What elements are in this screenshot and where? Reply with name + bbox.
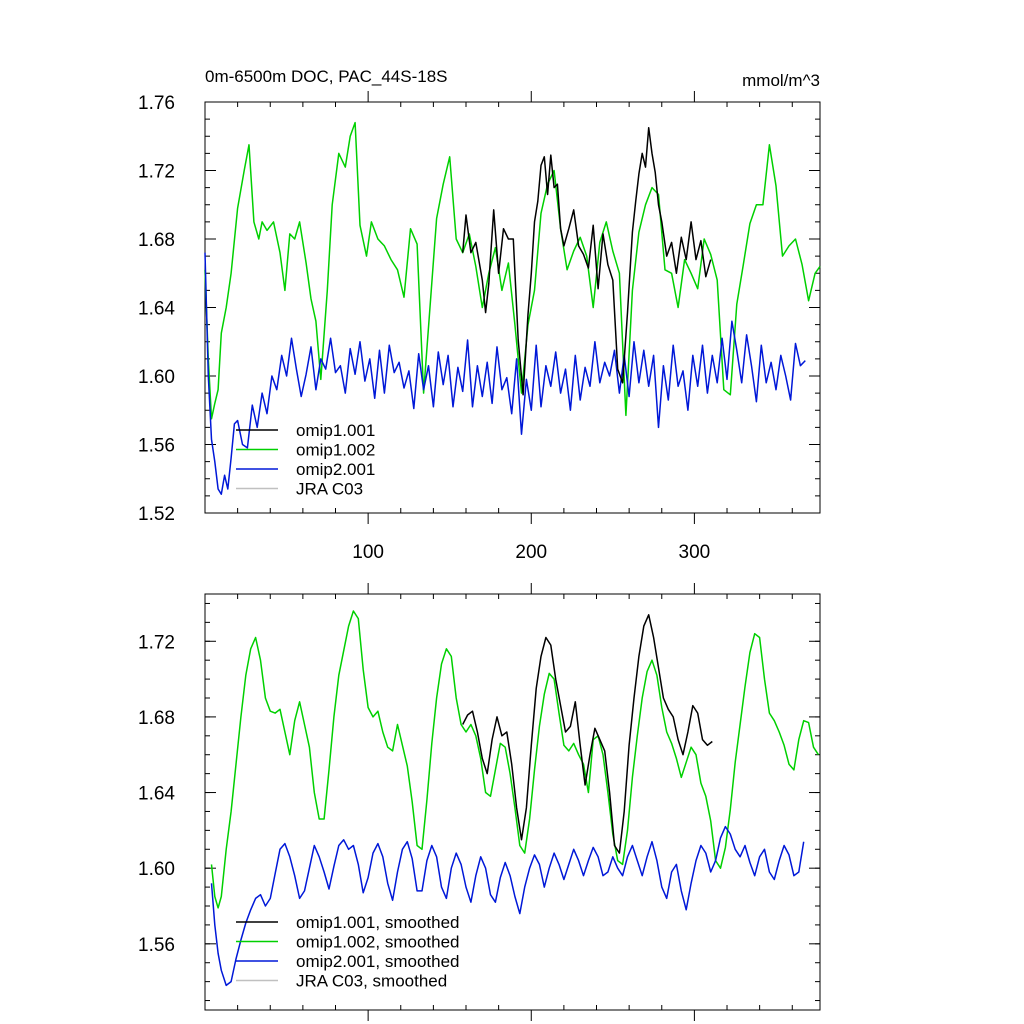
legend-label: omip1.002 [296,441,375,460]
x-tick-label: 300 [679,542,711,563]
legend-label: omip1.001 [296,421,375,440]
series-line-2 [204,252,806,495]
top-panel: 1.52 1.56 1.60 1.64 1.68 1.72 1.76 100 200 300 omi… [138,91,821,563]
legend-label: JRA C03, smoothed [296,972,447,991]
legend-label: JRA C03 [296,480,363,499]
plot-frame [204,593,821,1011]
y-tick-label: 1.68 [138,708,175,729]
y-tick-label: 1.64 [138,299,175,320]
y-tick-label: 1.60 [138,859,175,880]
series-line-0 [461,126,712,396]
x-tick-label: 200 [515,542,547,563]
units-label: mmol/m^3 [742,71,820,90]
series-line-1 [210,610,820,909]
y-tick-label: 1.68 [138,230,175,251]
y-tick-label: 1.52 [138,504,175,525]
legend-label: omip1.001, smoothed [296,913,460,932]
y-tick-label: 1.76 [138,93,175,114]
legend-label: omip1.002, smoothed [296,933,460,952]
y-tick-label: 1.72 [138,632,175,653]
series-line-0 [462,614,713,854]
y-tick-label: 1.60 [138,367,175,388]
x-tick-label: 100 [352,542,384,563]
y-tick-label: 1.56 [138,436,175,457]
y-tick-label: 1.72 [138,162,175,183]
legend-label: omip2.001 [296,460,375,479]
y-tick-label: 1.56 [138,935,175,956]
y-tick-label: 1.64 [138,784,175,805]
series-line-2 [210,825,805,987]
chart-title: 0m-6500m DOC, PAC_44S-18S [205,67,448,86]
legend-label: omip2.001, smoothed [296,952,460,971]
